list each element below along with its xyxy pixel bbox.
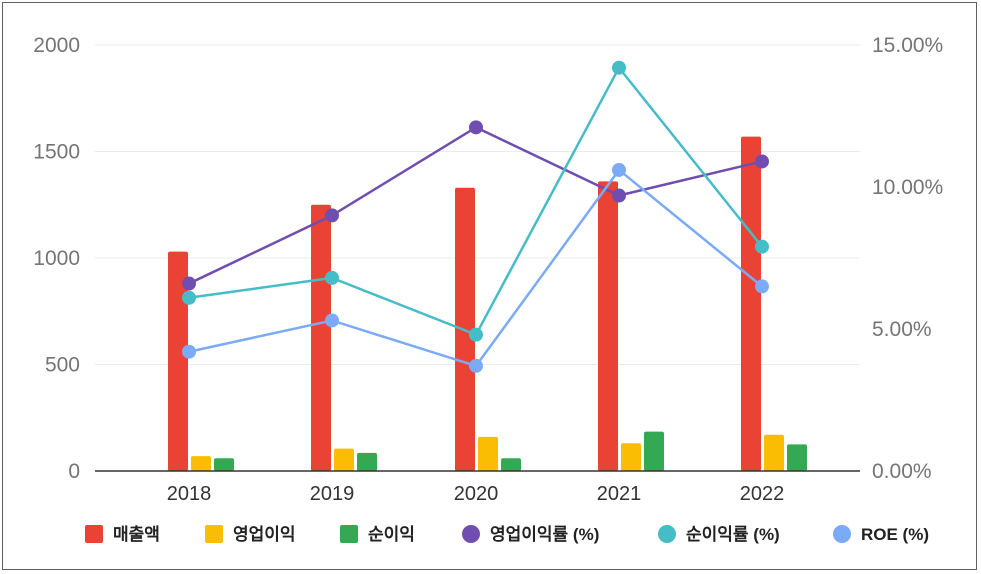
- left-tick-label: 2000: [33, 34, 80, 57]
- point-영업이익률 (%)-2020: [469, 120, 483, 135]
- point-ROE (%)-2019: [325, 313, 339, 328]
- x-axis-ticks: 2018 2019 2020 2021 2022: [167, 483, 785, 505]
- point-순이익률 (%)-2021: [612, 60, 626, 75]
- point-순이익률 (%)-2018: [182, 290, 196, 305]
- x-tick-label: 2019: [310, 483, 355, 505]
- left-tick-label: 500: [45, 354, 80, 377]
- point-영업이익률 (%)-2022: [755, 154, 769, 169]
- right-axis-ticks: 0.00% 5.00% 10.00% 15.00%: [872, 34, 943, 483]
- right-tick-label: 0.00%: [872, 460, 932, 483]
- bar-영업이익-2022: [764, 434, 784, 471]
- point-영업이익률 (%)-2019: [325, 208, 339, 223]
- legend-label: 순이익: [368, 525, 415, 544]
- right-tick-label: 15.00%: [872, 34, 943, 57]
- left-tick-label: 0: [68, 460, 80, 483]
- bar-series: [168, 136, 807, 471]
- bar-영업이익-2019: [334, 448, 354, 471]
- legend-label: 영업이익률 (%): [490, 525, 599, 544]
- line-영업이익률 (%): [188, 125, 763, 285]
- bar-순이익-2021: [644, 431, 664, 471]
- bar-매출액-2021: [598, 181, 618, 471]
- x-tick-label: 2022: [740, 483, 785, 505]
- x-tick-label: 2021: [597, 483, 642, 505]
- point-ROE (%)-2021: [612, 162, 626, 177]
- legend-swatch: [205, 525, 223, 543]
- point-ROE (%)-2018: [182, 344, 196, 359]
- bar-영업이익-2021: [621, 443, 641, 471]
- legend-swatch: [462, 525, 480, 543]
- bar-순이익-2019: [357, 452, 377, 471]
- x-tick-label: 2018: [167, 483, 212, 505]
- bar-순이익-2022: [787, 444, 807, 471]
- left-axis-ticks: 0 500 1000 1500 2000: [33, 34, 80, 483]
- line-순이익률 (%): [188, 65, 763, 337]
- legend-label: 매출액: [113, 525, 160, 544]
- legend-swatch: [833, 525, 851, 543]
- bar-매출액-2018: [168, 251, 188, 471]
- point-순이익률 (%)-2020: [469, 327, 483, 342]
- left-tick-label: 1000: [33, 247, 80, 270]
- right-tick-label: 5.00%: [872, 318, 932, 341]
- bar-순이익-2018: [214, 458, 234, 471]
- point-영업이익률 (%)-2021: [612, 188, 626, 203]
- point-ROE (%)-2020: [469, 358, 483, 373]
- legend-swatch: [658, 525, 676, 543]
- bar-영업이익-2020: [478, 436, 498, 471]
- bar-매출액-2022: [741, 136, 761, 471]
- right-tick-label: 10.00%: [872, 176, 943, 199]
- legend-label: 순이익률 (%): [686, 525, 780, 544]
- bar-영업이익-2018: [191, 456, 211, 471]
- point-ROE (%)-2022: [755, 279, 769, 294]
- legend-swatch: [340, 525, 358, 543]
- point-영업이익률 (%)-2018: [182, 276, 196, 291]
- legend: 매출액 영업이익 순이익 영업이익률 (%) 순이익률 (%) ROE (%): [85, 525, 929, 544]
- legend-label: 영업이익: [233, 525, 296, 544]
- point-순이익률 (%)-2022: [755, 239, 769, 254]
- legend-swatch: [85, 525, 103, 543]
- legend-label: ROE (%): [861, 525, 929, 544]
- point-순이익률 (%)-2019: [325, 270, 339, 285]
- x-tick-label: 2020: [454, 483, 499, 505]
- line-series: [182, 60, 769, 373]
- bar-매출액-2019: [311, 204, 331, 471]
- left-tick-label: 1500: [33, 141, 80, 164]
- bar-순이익-2020: [501, 458, 521, 471]
